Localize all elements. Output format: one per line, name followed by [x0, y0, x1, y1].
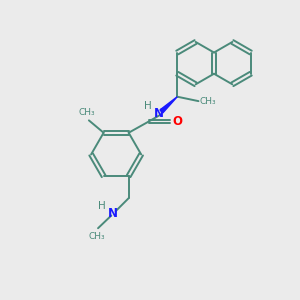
Text: CH₃: CH₃ — [78, 108, 95, 117]
Text: CH₃: CH₃ — [88, 232, 105, 241]
Text: H: H — [144, 101, 152, 111]
Text: CH₃: CH₃ — [200, 97, 217, 106]
Text: N: N — [153, 107, 164, 120]
Text: O: O — [173, 115, 183, 128]
Text: H: H — [98, 201, 106, 211]
Text: N: N — [108, 207, 118, 220]
Polygon shape — [160, 97, 177, 113]
